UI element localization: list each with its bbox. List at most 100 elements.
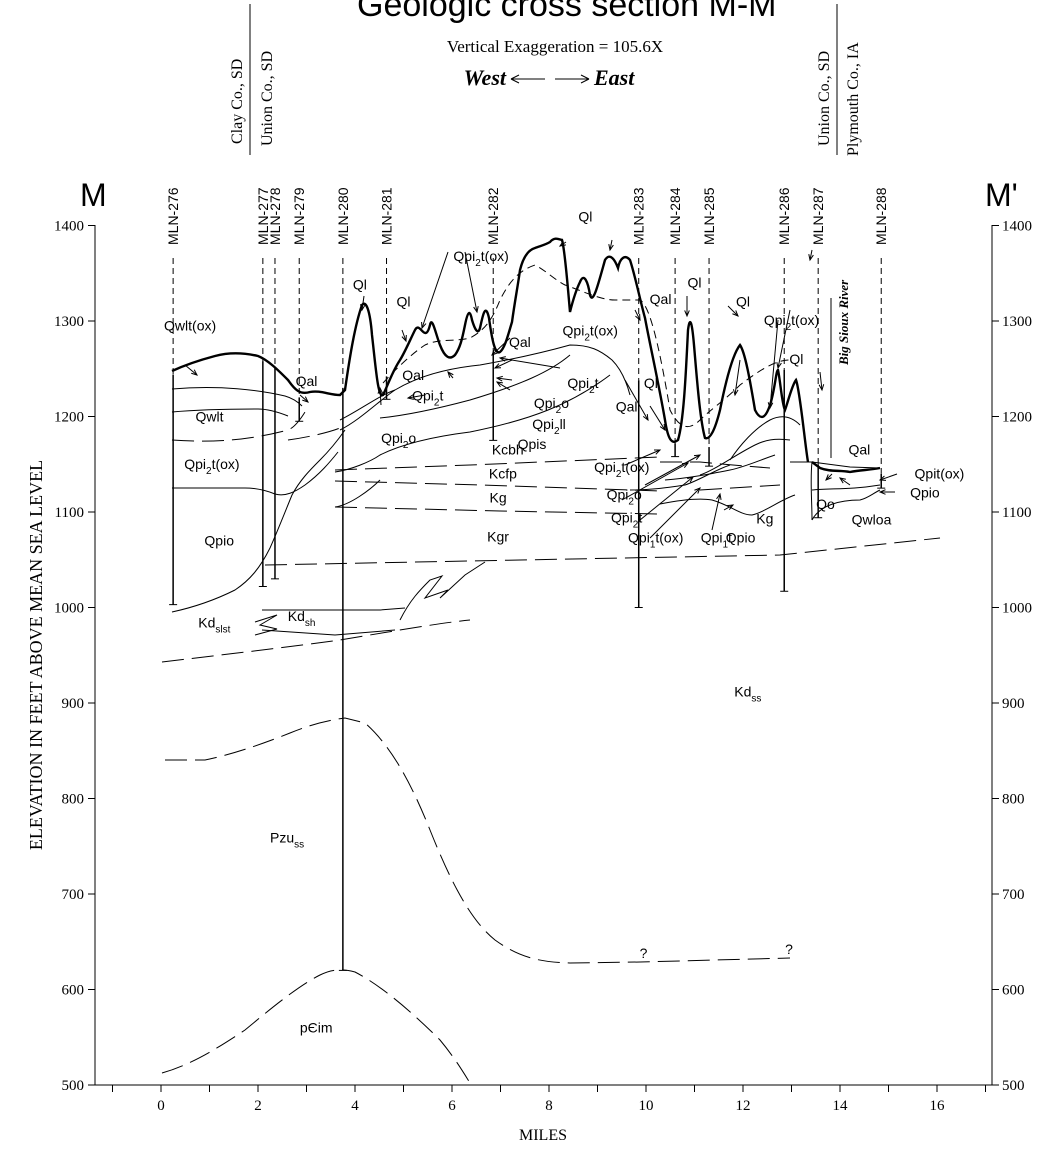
vertical-exaggeration: Vertical Exaggeration = 105.6X bbox=[447, 37, 663, 56]
well-mln-284: MLN-284 bbox=[667, 187, 683, 458]
unit-label: Qpi2t(ox) bbox=[453, 248, 508, 269]
unit-label: Kgr bbox=[487, 529, 509, 545]
y-tick-label-right: 1000 bbox=[1002, 601, 1032, 617]
unit-label: Qpi2o bbox=[607, 487, 642, 508]
leader-arrow-icon bbox=[878, 473, 898, 481]
well-mln-282: MLN-282 bbox=[485, 187, 501, 441]
contact-pzuss-top bbox=[165, 717, 791, 964]
section-end-right: M' bbox=[985, 177, 1018, 213]
river-label: Big Sioux River bbox=[836, 279, 851, 366]
leader-arrow-icon bbox=[491, 337, 511, 356]
county-label-union-right: Union Co., SD bbox=[816, 51, 833, 146]
unit-label: Ql bbox=[688, 275, 702, 291]
unit-label: Ql bbox=[789, 351, 803, 367]
leader-arrow-icon bbox=[684, 296, 690, 318]
contact-dashed-east-a bbox=[660, 461, 771, 469]
well-mln-276: MLN-276 bbox=[165, 187, 181, 606]
contact-east-3 bbox=[659, 494, 796, 516]
x-tick-label: 10 bbox=[639, 1098, 654, 1114]
unit-label: Qal bbox=[296, 373, 318, 389]
contact-qo-east bbox=[811, 484, 881, 491]
unit-label: Ql bbox=[578, 209, 592, 225]
leader-arrow-icon bbox=[818, 371, 825, 392]
x-tick-label: 0 bbox=[157, 1098, 165, 1114]
leader-arrow-icon bbox=[649, 405, 666, 432]
unit-label: Kcfp bbox=[489, 466, 517, 482]
figure-title: Geologic cross section M-M' bbox=[357, 0, 783, 24]
leader-arrow-icon bbox=[878, 489, 895, 495]
y-tick-label-right: 700 bbox=[1002, 887, 1025, 903]
leader-arrow-icon bbox=[624, 449, 662, 466]
leader-arrow-icon bbox=[498, 356, 561, 369]
y-tick-label-left: 1300 bbox=[54, 314, 84, 330]
leader-arrow-icon bbox=[838, 477, 851, 486]
contact-qwlt-top-shoulder bbox=[171, 408, 289, 417]
contact-kcbh bbox=[334, 456, 661, 471]
leader-arrow-icon bbox=[184, 364, 198, 376]
well-label: MLN-278 bbox=[267, 187, 283, 245]
contact-qpi2t-ox-base bbox=[172, 451, 339, 496]
y-tick-label-left: 1200 bbox=[54, 410, 84, 426]
unit-label: Qpi2o bbox=[534, 395, 569, 416]
contact-pcim-top bbox=[161, 969, 471, 1084]
unit-label: Qpit(ox) bbox=[915, 466, 965, 482]
leader-arrow-icon bbox=[634, 309, 641, 322]
contact-east-7 bbox=[811, 489, 881, 521]
contact-east-5 bbox=[664, 454, 776, 481]
contact-qpio-base bbox=[171, 429, 346, 613]
unit-label: Qpio bbox=[726, 530, 756, 546]
y-tick-label-left: 700 bbox=[62, 887, 85, 903]
y-tick-label-right: 800 bbox=[1002, 792, 1025, 808]
contact-qpi-west bbox=[334, 479, 381, 508]
unit-label: Qpi2t bbox=[567, 375, 598, 396]
contact-east-4 bbox=[699, 438, 791, 476]
well-mln-288: MLN-288 bbox=[873, 187, 889, 489]
leader-arrow-icon bbox=[495, 381, 511, 391]
unit-label: Kdss bbox=[734, 683, 761, 704]
x-axis: 0 2 4 6 8 10 12 14 16 bbox=[112, 1085, 986, 1114]
well-label: MLN-281 bbox=[379, 187, 395, 245]
well-label: MLN-287 bbox=[810, 187, 826, 245]
unit-label: Qwloa bbox=[852, 511, 892, 527]
contact-kgr-top bbox=[264, 537, 941, 566]
unit-label: Qpio bbox=[204, 532, 234, 548]
unit-label: Kcbh bbox=[492, 442, 524, 458]
west-label: West bbox=[464, 65, 507, 90]
county-line-left: Clay Co., SD Union Co., SD bbox=[229, 4, 276, 155]
leader-arrow-icon bbox=[767, 319, 779, 410]
unit-label: Kg bbox=[490, 489, 507, 505]
leader-arrow-icon bbox=[493, 359, 513, 369]
y-tick-label-right: 1400 bbox=[1002, 219, 1032, 235]
leader-arrow-icon bbox=[406, 394, 426, 400]
unit-label: Qpi2t bbox=[412, 387, 443, 408]
unit-labels: Qwlt(ox) Qwlt Qpi2t(ox) Qpio Qal Ql Ql Qpi2t(ox… bbox=[164, 209, 964, 1036]
unit-label: Qpi2o bbox=[381, 430, 416, 451]
solid-contacts bbox=[171, 344, 881, 636]
unit-label: ? bbox=[785, 941, 793, 957]
leader-arrow-icon bbox=[608, 239, 614, 252]
leader-arrow-icon bbox=[359, 295, 366, 312]
unit-label: Kg bbox=[756, 510, 773, 526]
unit-label: Pzuss bbox=[270, 829, 304, 850]
y-tick-label-left: 1100 bbox=[55, 505, 84, 521]
well-mln-280: MLN-280 bbox=[335, 187, 351, 971]
y-tick-label-left: 800 bbox=[62, 792, 85, 808]
unit-label: Qpi2t(ox) bbox=[184, 456, 239, 477]
county-label-clay: Clay Co., SD bbox=[229, 59, 246, 144]
x-tick-label: 16 bbox=[930, 1098, 946, 1114]
x-tick-label: 4 bbox=[351, 1098, 359, 1114]
y-tick-label-left: 1400 bbox=[54, 219, 84, 235]
land-surface bbox=[171, 237, 881, 474]
y-tick-label-right: 1300 bbox=[1002, 314, 1032, 330]
land-surface-east bbox=[811, 461, 881, 474]
unit-label: Kdslst bbox=[198, 615, 230, 636]
contact-kcfp bbox=[334, 480, 661, 492]
unit-boundaries bbox=[810, 298, 832, 521]
dashed-contacts bbox=[161, 411, 941, 1084]
y-tick-label-left: 1000 bbox=[54, 601, 84, 617]
contact-main-b bbox=[339, 389, 396, 421]
y-axis-left: 1400 1300 1200 1100 1000 900 800 700 600 500 bbox=[54, 219, 95, 1094]
well-label: MLN-283 bbox=[631, 187, 647, 245]
